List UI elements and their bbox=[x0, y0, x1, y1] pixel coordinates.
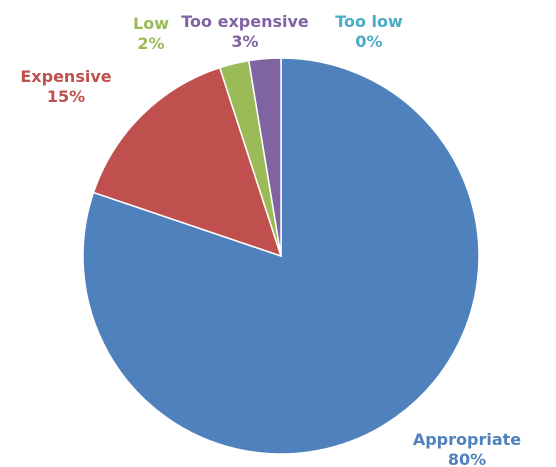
data-label-low: Low 2% bbox=[133, 14, 169, 53]
data-label-appropriate: Appropriate 80% bbox=[413, 430, 521, 467]
data-label-category: Expensive bbox=[20, 67, 111, 86]
data-label-percent: 0% bbox=[355, 32, 382, 51]
data-label-too-low: Too low 0% bbox=[335, 12, 403, 51]
pie-slice-expensive bbox=[92, 66, 283, 258]
pie-slices bbox=[82, 57, 480, 455]
data-label-percent: 15% bbox=[47, 87, 85, 106]
pie-labels: Appropriate 80% Expensive 15% Low 2% Too expen… bbox=[20, 12, 521, 467]
data-label-expensive: Expensive 15% bbox=[20, 67, 111, 106]
data-label-category: Too expensive bbox=[181, 12, 309, 31]
data-label-percent: 80% bbox=[448, 450, 486, 467]
data-label-percent: 2% bbox=[137, 34, 164, 53]
data-label-category: Appropriate bbox=[413, 430, 521, 449]
data-label-category: Too low bbox=[335, 12, 403, 31]
data-label-category: Low bbox=[133, 14, 169, 33]
pie-slice-too-expensive bbox=[247, 57, 282, 257]
data-label-too-expensive: Too expensive 3% bbox=[181, 12, 309, 51]
data-label-percent: 3% bbox=[231, 32, 258, 51]
